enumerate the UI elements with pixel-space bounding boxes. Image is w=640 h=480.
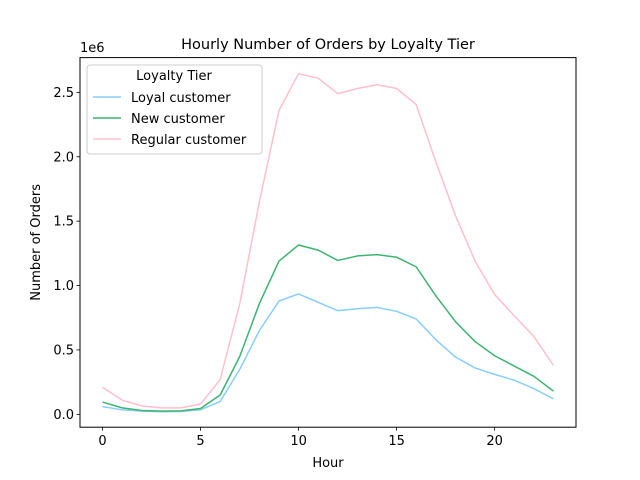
y-tick-label: 2.5 bbox=[53, 86, 74, 101]
legend-entries: Loyal customer New customer Regular custom… bbox=[93, 91, 247, 148]
x-axis: 0 5 10 15 20 bbox=[98, 427, 503, 449]
y-tick-label: 1.5 bbox=[53, 215, 74, 230]
series-line-regular-customer bbox=[102, 72, 555, 409]
y-tick-label: 0.0 bbox=[53, 408, 74, 423]
y-tick-label: 2.0 bbox=[53, 150, 74, 165]
legend-label-new-customer: New customer bbox=[131, 112, 225, 127]
x-tick-label: 0 bbox=[98, 434, 106, 449]
legend-label-regular-customer: Regular customer bbox=[131, 133, 247, 148]
legend-title: Loyalty Tier bbox=[136, 69, 212, 84]
chart-title: Hourly Number of Orders by Loyalty Tier bbox=[181, 37, 475, 53]
x-tick-label: 5 bbox=[196, 434, 204, 449]
y-offset-label: 1e6 bbox=[80, 41, 105, 56]
x-axis-label: Hour bbox=[312, 456, 344, 471]
x-tick-label: 10 bbox=[290, 434, 307, 449]
y-axis-label: Number of Orders bbox=[29, 184, 44, 301]
y-axis: 0.0 0.5 1.0 1.5 2.0 2.5 bbox=[53, 86, 80, 423]
x-tick-label: 15 bbox=[388, 434, 405, 449]
y-tick-label: 0.5 bbox=[53, 343, 74, 358]
plot-border bbox=[79, 57, 577, 428]
series-line-new-customer bbox=[102, 244, 554, 412]
legend-box bbox=[86, 64, 263, 155]
x-tick-label: 20 bbox=[486, 434, 503, 449]
y-tick-label: 1.0 bbox=[53, 279, 74, 294]
legend-label-loyal-customer: Loyal customer bbox=[131, 91, 231, 106]
series-layer bbox=[102, 72, 555, 413]
legend: Loyalty Tier Loyal customer New customer R… bbox=[86, 64, 263, 155]
